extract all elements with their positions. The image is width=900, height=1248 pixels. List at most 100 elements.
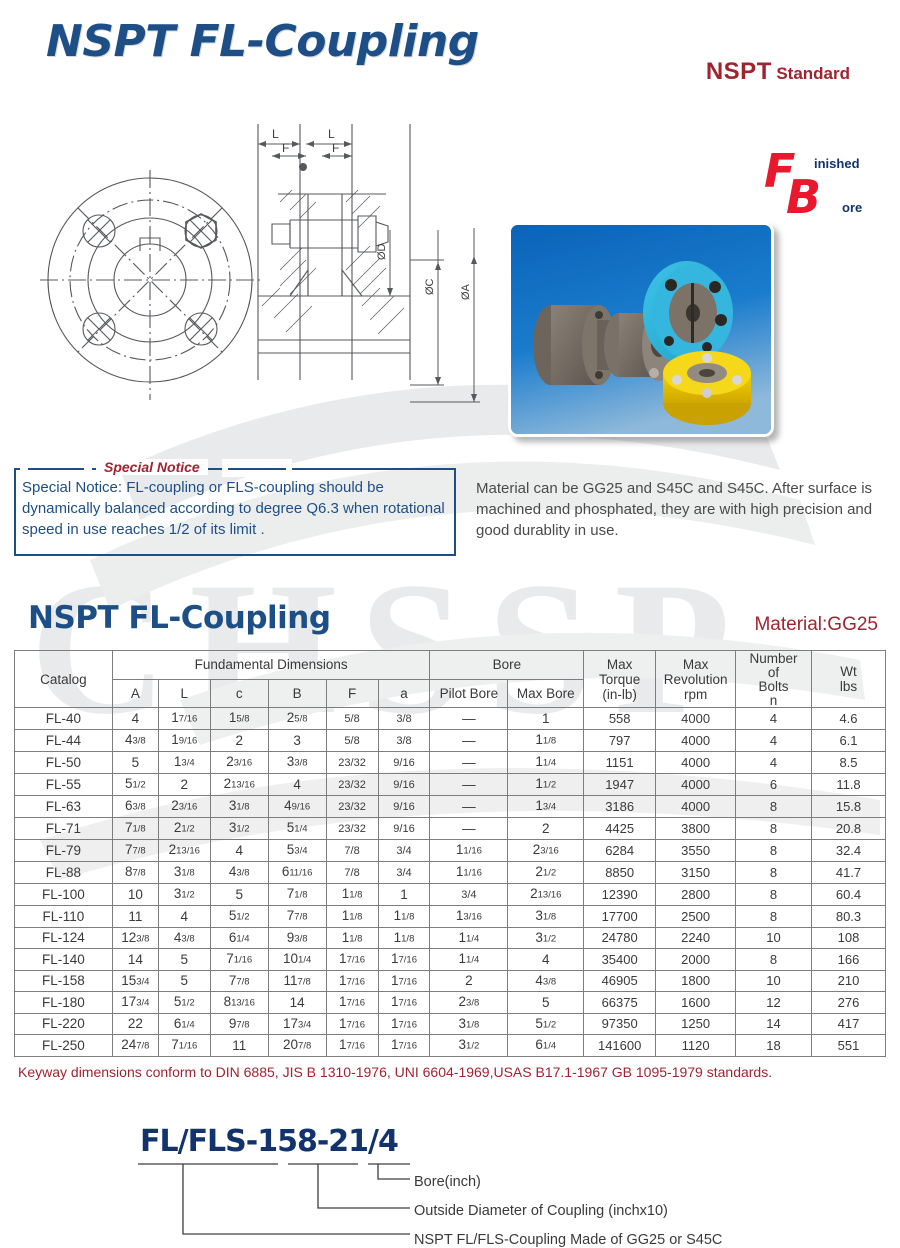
header-catalog: Catalog: [14, 650, 113, 708]
cell-bolts: 6: [735, 773, 812, 796]
yellow-coupling: [663, 351, 751, 425]
logo-letter-b: B: [786, 170, 822, 224]
cell-max-bore: 5: [507, 991, 585, 1014]
cell-B: 77/8: [267, 905, 327, 928]
cell-F: 17/16: [325, 1012, 379, 1035]
cell-A: 77/8: [111, 839, 159, 862]
header-max-rev-l2: Revolution: [663, 671, 728, 687]
cell-A: 51/2: [111, 773, 159, 796]
cell-catalog: FL-88: [14, 861, 113, 884]
cell-L: 2: [157, 773, 211, 796]
cell-max-bore: 11/4: [507, 751, 585, 774]
cell-bolts: 18: [735, 1034, 812, 1057]
cell-pilot-bore: —: [429, 707, 509, 730]
cell-max-torque: 97350: [583, 1012, 657, 1035]
cell-max-torque: 35400: [583, 948, 657, 971]
header-fundamental-dimensions: Fundamental Dimensions: [111, 650, 431, 680]
header-number-of-bolts: Number of Bolts n: [735, 650, 812, 708]
cell-F: 23/32: [325, 751, 379, 774]
cell-F: 5/8: [325, 707, 379, 730]
table-row: FL-220 22 61/4 97/8 173/4 17/16 17/16 31/8 51/2 9…: [14, 1012, 886, 1035]
cell-pilot-bore: 31/8: [429, 1012, 509, 1035]
standard-word: Standard: [776, 64, 850, 83]
cell-a: 1: [377, 883, 431, 906]
cell-bolts: 4: [735, 707, 812, 730]
cell-max-torque: 3186: [583, 795, 657, 818]
specification-table-wrap: Catalog Fundamental Dimensions Bore Max …: [14, 650, 886, 1057]
cell-bolts: 8: [735, 861, 812, 884]
header-dim-c: c: [209, 678, 269, 708]
table-row: FL-71 71/8 21/2 31/2 51/4 23/32 9/16—2 4425 3800…: [14, 817, 886, 840]
cell-max-rev: 1120: [655, 1034, 737, 1057]
cell-B: 93/8: [267, 926, 327, 949]
nomenclature-label-od: Outside Diameter of Coupling (inchx10): [414, 1203, 668, 1219]
table-row: FL-158 153/4 5 77/8 117/8 17/16 17/16 2 43/8 4690…: [14, 969, 886, 992]
cell-c: 31/8: [209, 795, 269, 818]
cell-bolts: 14: [735, 1012, 812, 1035]
cell-max-rev: 2800: [655, 883, 737, 906]
dim-label-l-left: L: [272, 127, 279, 141]
cell-F: 5/8: [325, 729, 379, 752]
cell-max-bore: 21/2: [507, 861, 585, 884]
cell-B: 117/8: [267, 969, 327, 992]
table-row: FL-100 10 31/2 5 71/8 11/8 1 3/4 213/16 12390 2800…: [14, 883, 886, 906]
cell-max-bore: 2: [507, 817, 585, 840]
cell-max-rev: 4000: [655, 729, 737, 752]
cell-pilot-bore: —: [429, 817, 509, 840]
cell-max-rev: 2240: [655, 926, 737, 949]
table-row: FL-55 51/2 2 213/16 4 23/32 9/16—11/2 1947 4000 6…: [14, 773, 886, 796]
cell-catalog: FL-50: [14, 751, 113, 774]
cell-max-torque: 66375: [583, 991, 657, 1014]
cell-A: 173/4: [111, 991, 159, 1014]
dim-label-dia-d: ØD: [376, 243, 388, 260]
cell-wt: 108: [811, 926, 886, 949]
cell-max-rev: 4000: [655, 773, 737, 796]
cell-B: 3: [267, 729, 327, 752]
table-row: FL-250 247/8 71/16 11 207/8 17/16 17/16 31/2 61/…: [14, 1034, 886, 1057]
header-dim-b: B: [267, 678, 327, 708]
dim-label-dia-c: ØC: [424, 278, 436, 295]
cell-B: 25/8: [267, 707, 327, 730]
keyway-footnote: Keyway dimensions conform to DIN 6885, J…: [18, 1064, 773, 1080]
cell-L: 213/16: [157, 839, 211, 862]
header-max-torque: Max Torque (in-lb): [583, 650, 657, 708]
cell-max-bore: 31/8: [507, 905, 585, 928]
cell-c: 2: [209, 729, 269, 752]
cell-wt: 15.8: [811, 795, 886, 818]
cell-A: 71/8: [111, 817, 159, 840]
cell-L: 61/4: [157, 1012, 211, 1035]
cell-max-torque: 558: [583, 707, 657, 730]
cell-bolts: 8: [735, 948, 812, 971]
cell-F: 23/32: [325, 795, 379, 818]
cell-max-bore: 23/16: [507, 839, 585, 862]
cell-wt: 6.1: [811, 729, 886, 752]
cell-c: 71/16: [209, 948, 269, 971]
cell-L: 13/4: [157, 751, 211, 774]
cell-max-bore: 11/8: [507, 729, 585, 752]
cell-F: 23/32: [325, 773, 379, 796]
cell-a: 3/4: [377, 861, 431, 884]
cell-c: 15/8: [209, 707, 269, 730]
cell-max-bore: 31/2: [507, 926, 585, 949]
cell-max-bore: 51/2: [507, 1012, 585, 1035]
nomenclature-label-type: NSPT FL/FLS-Coupling Made of GG25 or S45…: [414, 1232, 723, 1248]
cell-max-torque: 12390: [583, 883, 657, 906]
header-max-rev-l3: rpm: [683, 686, 708, 702]
cell-catalog: FL-140: [14, 948, 113, 971]
cell-L: 17/16: [157, 707, 211, 730]
cell-max-torque: 46905: [583, 969, 657, 992]
cell-B: 207/8: [267, 1034, 327, 1057]
cell-bolts: 8: [735, 817, 812, 840]
material-description: Material can be GG25 and S45C and S45C. …: [476, 480, 873, 539]
nomenclature-code: FL/FLS-158-21/4: [140, 1124, 399, 1159]
table-body: FL-40 4 17/16 15/8 25/8 5/8 3/8—1 558 4000 4 4.6 FL…: [14, 707, 886, 1057]
cell-wt: 80.3: [811, 905, 886, 928]
finished-bore-logo: F B inished ore: [764, 148, 884, 223]
cell-wt: 60.4: [811, 883, 886, 906]
dim-label-f-left: F: [282, 141, 289, 155]
cell-F: 11/8: [325, 926, 379, 949]
cell-bolts: 8: [735, 839, 812, 862]
cell-catalog: FL-63: [14, 795, 113, 818]
section-title: NSPT FL-Coupling: [28, 600, 331, 636]
cell-c: 5: [209, 883, 269, 906]
